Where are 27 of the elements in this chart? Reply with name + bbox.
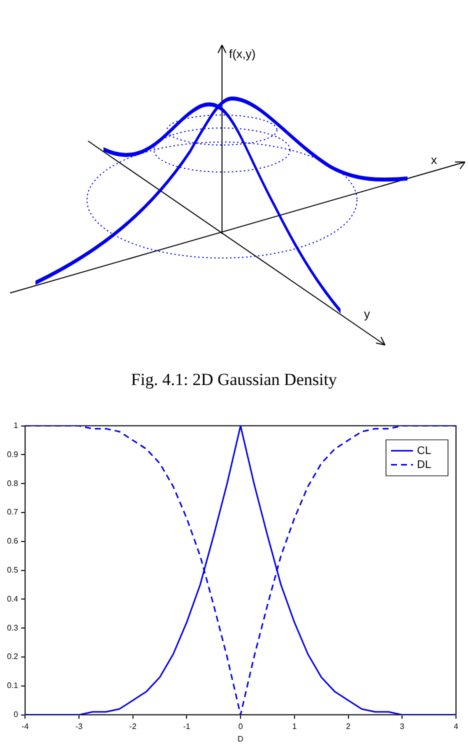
y-tick-label: 0: [14, 710, 19, 720]
x-tick-label: 4: [454, 722, 459, 731]
text: Fig. 4.1: 2D Gaussian Density: [131, 370, 338, 389]
legend-label: DL: [417, 458, 432, 471]
x-tick-label: -4: [22, 722, 30, 731]
x-tick-label: -2: [129, 722, 137, 731]
text: x: [431, 153, 437, 167]
y-tick-label: 0.3: [6, 623, 19, 632]
x-tick-label: 0: [238, 722, 244, 731]
y-tick-label: 0.6: [6, 536, 19, 546]
y-tick-label: 0.1: [6, 681, 19, 690]
text: f(x,y): [229, 47, 256, 61]
y-tick-label: 0.4: [6, 594, 19, 604]
y-tick-label: 0.2: [6, 652, 19, 662]
x-tick-label: 3: [400, 722, 405, 731]
y-tick-label: 0.5: [6, 566, 19, 575]
legend-label: CL: [417, 444, 432, 457]
x-tick-label: 2: [346, 722, 352, 731]
x-tick-label: 1: [292, 722, 298, 731]
x-axis-title: D: [238, 734, 244, 744]
x-tick-label: -1: [183, 722, 191, 731]
x-tick-label: -3: [75, 722, 84, 731]
text: y: [364, 307, 370, 321]
y-tick-label: 0.7: [6, 508, 19, 517]
y-tick-label: 0.9: [6, 450, 19, 459]
y-tick-label: 0.8: [6, 478, 19, 488]
y-tick-label: 1: [14, 421, 19, 430]
